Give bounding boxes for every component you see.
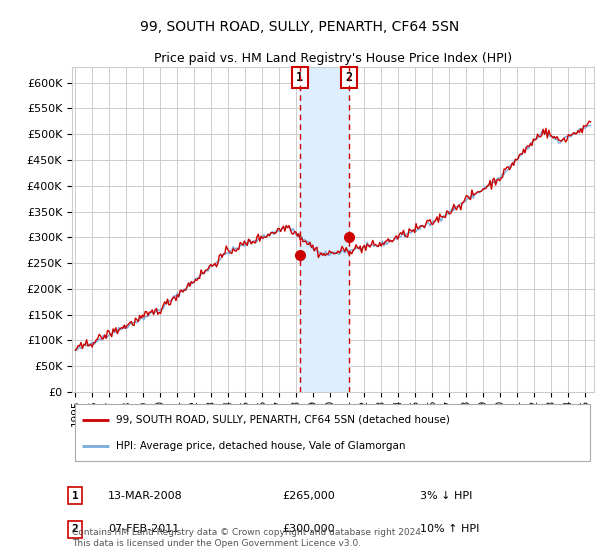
Title: Price paid vs. HM Land Registry's House Price Index (HPI): Price paid vs. HM Land Registry's House … <box>154 52 512 64</box>
Text: Contains HM Land Registry data © Crown copyright and database right 2024.
This d: Contains HM Land Registry data © Crown c… <box>72 528 424 548</box>
Text: 1: 1 <box>71 491 79 501</box>
Text: 3% ↓ HPI: 3% ↓ HPI <box>420 491 472 501</box>
Text: HPI: Average price, detached house, Vale of Glamorgan: HPI: Average price, detached house, Vale… <box>116 441 406 451</box>
Text: 99, SOUTH ROAD, SULLY, PENARTH, CF64 5SN: 99, SOUTH ROAD, SULLY, PENARTH, CF64 5SN <box>140 20 460 34</box>
Text: £265,000: £265,000 <box>282 491 335 501</box>
Text: 13-MAR-2008: 13-MAR-2008 <box>108 491 183 501</box>
Text: 99, SOUTH ROAD, SULLY, PENARTH, CF64 5SN (detached house): 99, SOUTH ROAD, SULLY, PENARTH, CF64 5SN… <box>116 414 450 424</box>
Text: 07-FEB-2011: 07-FEB-2011 <box>108 524 179 534</box>
FancyBboxPatch shape <box>74 404 590 461</box>
Text: 2: 2 <box>71 524 79 534</box>
Text: £300,000: £300,000 <box>282 524 335 534</box>
Text: 1: 1 <box>296 71 304 84</box>
Bar <box>300 67 349 392</box>
Text: 2: 2 <box>346 71 353 84</box>
Text: 10% ↑ HPI: 10% ↑ HPI <box>420 524 479 534</box>
